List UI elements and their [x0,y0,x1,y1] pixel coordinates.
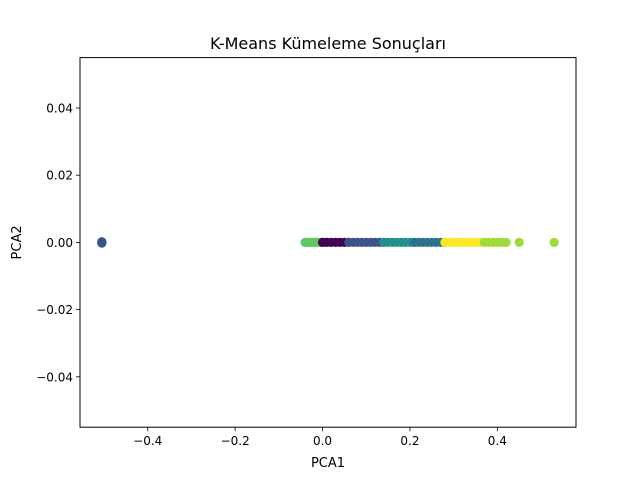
y-tick-label-4: −0.04 [36,370,73,384]
x-tick-label-1: −0.2 [221,434,250,448]
y-tick-label-0: 0.04 [46,102,73,116]
scatter-points [97,237,559,248]
x-tick-label-2: 0.0 [313,434,332,448]
data-point-cluster-c-11 [97,238,107,248]
x-tick-label-3: 0.2 [400,434,419,448]
y-tick-label-1: 0.02 [46,169,73,183]
x-tick-label-4: 0.4 [488,434,507,448]
data-point-cluster-g-6 [514,237,524,247]
x-axis-label: PCA1 [311,456,345,471]
x-axis-ticks: −0.4 −0.2 0.0 0.2 0.4 [133,427,507,448]
y-tick-label-2: 0.00 [46,236,73,250]
y-axis-ticks: 0.04 0.02 0.00 −0.02 −0.04 [36,102,80,384]
y-axis-label: PCA2 [10,225,25,259]
chart-title: K-Means Kümeleme Sonuçları [210,34,446,53]
y-tick-label-3: −0.02 [36,303,73,317]
x-tick-label-0: −0.4 [133,434,162,448]
data-point-cluster-g-5 [501,237,511,247]
data-point-cluster-g-7 [549,237,559,247]
